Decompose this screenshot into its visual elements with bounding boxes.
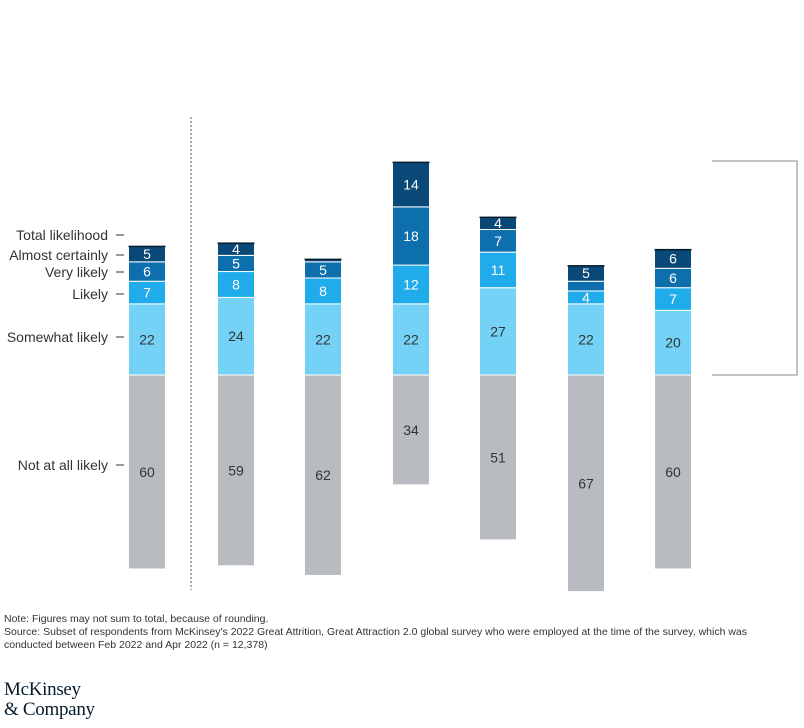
legend-label: Likely xyxy=(72,286,108,302)
note-text: Note: Figures may not sum to total, beca… xyxy=(4,613,269,625)
bar-segment xyxy=(392,206,430,266)
bar-value-label: 5 xyxy=(232,255,240,271)
bar-segment xyxy=(479,374,517,541)
bar-segment xyxy=(217,374,255,567)
bar-value-label: 7 xyxy=(143,285,151,301)
bar-segment xyxy=(479,287,517,376)
bar-value-label: 14 xyxy=(403,176,419,192)
bar-segment xyxy=(392,264,430,305)
legend-label: Very likely xyxy=(45,264,108,280)
bar-segment xyxy=(217,296,255,376)
source-text: Source: Subset of respondents from McKin… xyxy=(4,626,748,638)
bar-value-label: 11 xyxy=(491,262,506,278)
bars: 6022765592485462228534221218145127117467… xyxy=(128,161,692,593)
bar-segment xyxy=(392,161,430,208)
bar-top-edge xyxy=(567,265,605,267)
bar-value-label: 12 xyxy=(403,276,419,292)
bar-segment xyxy=(567,303,605,376)
legend-label: Not at all likely xyxy=(18,457,108,473)
bar-value-label: 24 xyxy=(228,328,244,344)
bar-value-label: 4 xyxy=(494,215,502,231)
bar-top-edge xyxy=(479,216,517,219)
bar-segment xyxy=(567,280,605,292)
bar-value-label: 5 xyxy=(582,265,590,281)
logo-line-2: & Company xyxy=(4,699,95,720)
bar-value-label: 22 xyxy=(578,331,594,347)
bar-segment xyxy=(654,374,692,570)
bar-segment xyxy=(392,303,430,376)
bar-top-edge xyxy=(304,258,342,261)
bar-value-label: 8 xyxy=(319,283,327,299)
bar-segment xyxy=(128,303,166,376)
legend-label: Somewhat likely xyxy=(7,329,108,345)
bar-top-edge xyxy=(392,161,430,164)
bar-value-label: 22 xyxy=(139,331,155,347)
bar-value-label: 34 xyxy=(403,422,419,438)
bar-segment xyxy=(304,303,342,376)
bar-value-label: 18 xyxy=(403,228,419,244)
bar-value-label: 5 xyxy=(143,246,151,262)
bar-value-label: 62 xyxy=(315,467,331,483)
bar-value-label: 51 xyxy=(490,449,506,465)
bar-value-label: 60 xyxy=(139,464,155,480)
bar-segment xyxy=(654,309,692,376)
bar-value-label: 60 xyxy=(665,464,681,480)
bar-value-label: 6 xyxy=(669,251,677,267)
bar-value-label: 5 xyxy=(319,262,327,278)
bar-value-label: 4 xyxy=(582,289,590,305)
bar-value-label: 22 xyxy=(315,331,331,347)
bar-top-edge xyxy=(128,245,166,248)
bar-value-label: 7 xyxy=(669,291,677,307)
bar-segment xyxy=(304,374,342,576)
bar-value-label: 59 xyxy=(228,462,244,478)
source-text-continued: conducted between Feb 2022 and Apr 2022 … xyxy=(4,639,268,651)
bar-top-edge xyxy=(217,242,255,244)
bar-segment xyxy=(304,277,342,305)
bar-top-edge xyxy=(654,248,692,251)
bar-value-label: 67 xyxy=(578,475,594,491)
mckinsey-logo: McKinsey & Company xyxy=(4,680,95,720)
logo-line-1: McKinsey xyxy=(4,679,81,700)
bar-value-label: 6 xyxy=(143,264,151,280)
bracket xyxy=(712,160,798,376)
legend-label: Total likelihood xyxy=(16,227,108,243)
bar-segment xyxy=(479,251,517,289)
legend-label: Almost certainly xyxy=(9,247,108,263)
bar-value-label: 4 xyxy=(232,241,240,257)
footnote: Note: Figures may not sum to total, beca… xyxy=(4,613,800,652)
bar-value-label: 22 xyxy=(403,331,419,347)
bar-value-label: 27 xyxy=(490,323,506,339)
bar-value-label: 20 xyxy=(665,335,681,351)
bar-value-label: 7 xyxy=(494,233,502,249)
bar-value-label: 6 xyxy=(669,270,677,286)
bar-segment xyxy=(567,374,605,593)
bar-value-label: 8 xyxy=(232,276,240,292)
